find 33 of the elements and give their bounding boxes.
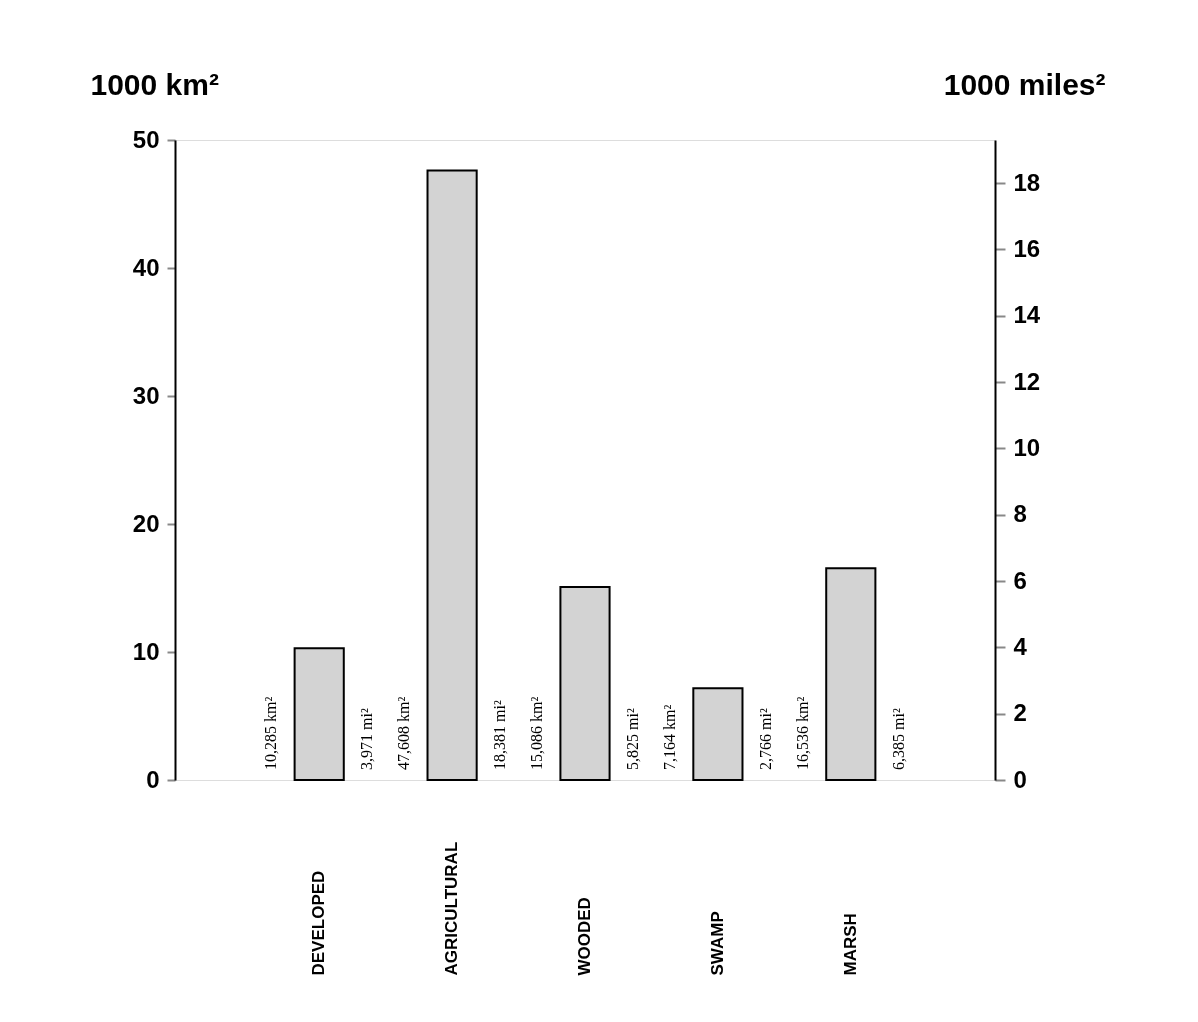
y-tick-label: 10 — [132, 637, 160, 665]
annotation: 7,164 km² — [660, 704, 678, 770]
y2-tick-label: 14 — [1013, 301, 1041, 329]
annotation: 5,825 mi² — [624, 708, 641, 770]
annotation: 47,608 km² — [395, 696, 413, 770]
y2-tick-label: 12 — [1013, 367, 1041, 395]
x-tick-label: MARSH — [840, 913, 860, 976]
y-tick-label: 20 — [132, 509, 160, 537]
x-tick-label: AGRICULTURAL — [442, 841, 462, 976]
y2-tick-label: 16 — [1013, 234, 1041, 262]
y-tick-label: 40 — [132, 253, 160, 281]
y2-tick-label: 2 — [1013, 699, 1027, 727]
y2-tick-label: 18 — [1013, 168, 1041, 196]
annotation: 16,536 km² — [793, 696, 811, 770]
annotation: 2,766 mi² — [756, 708, 774, 770]
y2-tick-label: 10 — [1013, 433, 1041, 461]
annotation: 15,086 km² — [528, 696, 545, 770]
x-tick-label: DEVELOPED — [309, 870, 329, 976]
y2-tick-label: 0 — [1013, 765, 1027, 793]
y2-tick-label: 8 — [1013, 500, 1027, 528]
x-tick-label: SWAMP — [707, 911, 727, 976]
annotation: 6,385 mi² — [889, 708, 907, 770]
annotation: 3,971 mi² — [358, 708, 376, 770]
y-axis-title: 1000 km² — [90, 67, 219, 101]
y2-tick-label: 6 — [1013, 566, 1027, 594]
annotation: 10,285 km² — [262, 696, 280, 770]
y2-tick-label: 4 — [1013, 632, 1028, 660]
x-tick-label: WOODED — [575, 897, 594, 976]
y-tick-label: 30 — [132, 381, 160, 409]
y-tick-label: 0 — [146, 765, 160, 793]
y2-axis-title: 1000 miles² — [943, 67, 1106, 101]
annotation: 18,381 mi² — [491, 700, 509, 770]
y-tick-label: 50 — [132, 125, 160, 153]
